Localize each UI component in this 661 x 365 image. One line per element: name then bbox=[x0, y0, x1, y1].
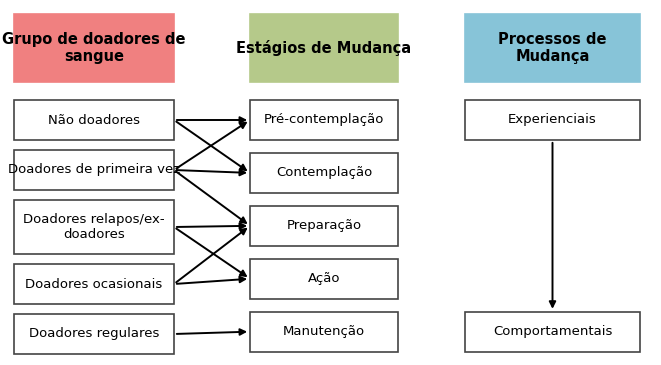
FancyBboxPatch shape bbox=[250, 14, 398, 82]
FancyBboxPatch shape bbox=[14, 264, 174, 304]
Text: Grupo de doadores de
sangue: Grupo de doadores de sangue bbox=[2, 32, 186, 64]
FancyBboxPatch shape bbox=[14, 14, 174, 82]
Text: Processos de
Mudança: Processos de Mudança bbox=[498, 32, 607, 64]
FancyBboxPatch shape bbox=[250, 312, 398, 351]
Text: Doadores relapos/ex-
doadores: Doadores relapos/ex- doadores bbox=[23, 213, 165, 241]
Text: Contemplação: Contemplação bbox=[276, 166, 372, 180]
FancyBboxPatch shape bbox=[250, 153, 398, 193]
FancyBboxPatch shape bbox=[250, 100, 398, 140]
Text: Ação: Ação bbox=[308, 272, 340, 285]
FancyBboxPatch shape bbox=[14, 100, 174, 140]
FancyBboxPatch shape bbox=[250, 259, 398, 299]
Text: Não doadores: Não doadores bbox=[48, 114, 140, 127]
Text: Doadores de primeira vez: Doadores de primeira vez bbox=[8, 164, 180, 177]
Text: Pré-contemplação: Pré-contemplação bbox=[264, 114, 384, 127]
Text: Manutenção: Manutenção bbox=[283, 325, 365, 338]
FancyBboxPatch shape bbox=[465, 14, 640, 82]
Text: Doadores regulares: Doadores regulares bbox=[29, 327, 159, 341]
FancyBboxPatch shape bbox=[465, 312, 640, 351]
FancyBboxPatch shape bbox=[250, 206, 398, 246]
FancyBboxPatch shape bbox=[465, 100, 640, 140]
Text: Preparação: Preparação bbox=[286, 219, 362, 233]
Text: Estágios de Mudança: Estágios de Mudança bbox=[237, 40, 412, 56]
FancyBboxPatch shape bbox=[14, 314, 174, 354]
Text: Doadores ocasionais: Doadores ocasionais bbox=[25, 277, 163, 291]
FancyBboxPatch shape bbox=[14, 200, 174, 254]
Text: Experienciais: Experienciais bbox=[508, 114, 597, 127]
FancyBboxPatch shape bbox=[14, 150, 174, 190]
Text: Comportamentais: Comportamentais bbox=[493, 325, 612, 338]
